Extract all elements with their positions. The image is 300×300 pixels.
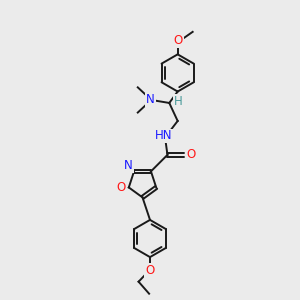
Text: O: O bbox=[186, 148, 195, 161]
Text: N: N bbox=[146, 94, 155, 106]
Text: N: N bbox=[124, 160, 133, 172]
Text: O: O bbox=[117, 181, 126, 194]
Text: O: O bbox=[174, 34, 183, 47]
Text: HN: HN bbox=[155, 130, 172, 142]
Text: O: O bbox=[146, 264, 154, 277]
Text: H: H bbox=[174, 95, 183, 108]
